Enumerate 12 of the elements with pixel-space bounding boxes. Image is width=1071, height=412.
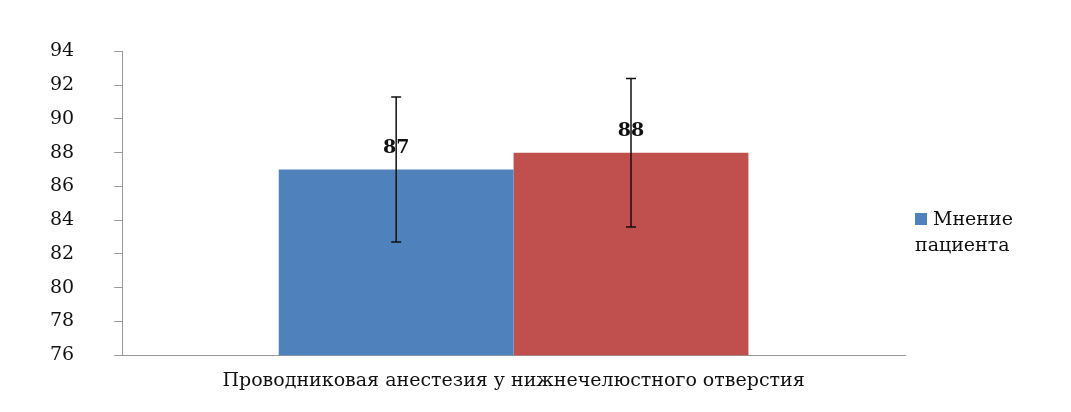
y-tick-label: 80 xyxy=(49,274,75,297)
y-tick-label: 94 xyxy=(49,38,75,61)
y-tick-label: 90 xyxy=(49,105,75,128)
y-tick-label: 92 xyxy=(49,72,75,95)
y-tick-label: 86 xyxy=(49,173,75,196)
y-tick-label: 76 xyxy=(49,342,75,365)
y-tick-label: 82 xyxy=(49,240,75,263)
legend-label: Мнение пациента xyxy=(915,206,1014,257)
y-tick-label: 78 xyxy=(49,308,75,331)
y-tick-label: 88 xyxy=(49,139,75,162)
y-tick-label: 84 xyxy=(49,207,75,230)
x-tick-label: Проводниковая анестезия у нижнечелюстного отверстия xyxy=(222,367,805,390)
